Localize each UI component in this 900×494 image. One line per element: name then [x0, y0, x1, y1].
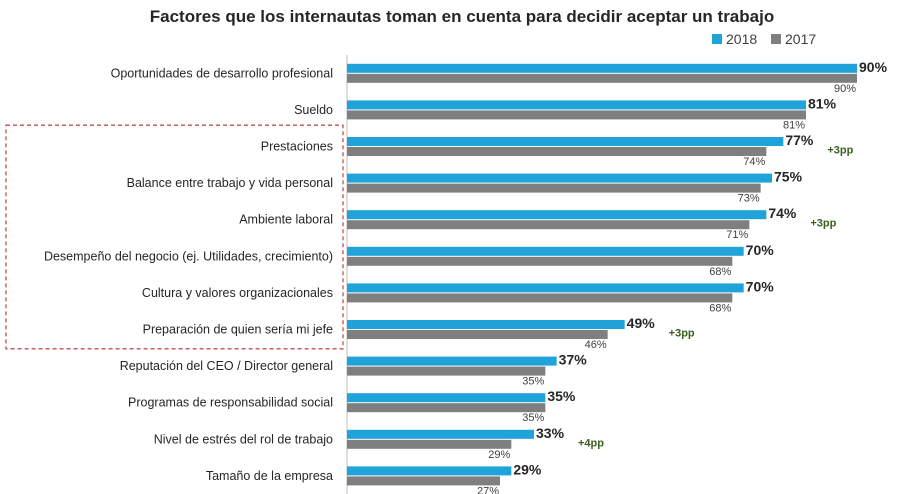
value-label-2018: 74%: [768, 205, 797, 221]
value-label-2017: 35%: [522, 412, 544, 424]
chart-marks: Oportunidades de desarrollo profesional 9…: [44, 59, 888, 494]
legend-swatch-2017: [771, 34, 781, 44]
value-label-2017: 68%: [709, 266, 731, 278]
chart-title: Factores que los internautas toman en cu…: [150, 7, 774, 26]
legend-label-2018: 2018: [726, 31, 757, 47]
value-label-2017: 74%: [743, 156, 765, 168]
value-label-2018: 81%: [808, 95, 837, 111]
value-label-2018: 33%: [536, 425, 565, 441]
value-label-2018: 70%: [746, 278, 775, 294]
category-label: Cultura y valores organizacionales: [142, 286, 333, 300]
bar-2018: [347, 137, 784, 146]
value-label-2017: 73%: [738, 193, 760, 205]
value-label-2017: 68%: [709, 302, 731, 314]
value-label-2018: 77%: [785, 132, 814, 148]
legend: 2018 2017: [712, 31, 816, 47]
delta-annotation: +3pp: [827, 145, 853, 157]
bar-2017: [347, 403, 546, 413]
bar-2017: [347, 330, 608, 339]
category-label: Reputación del CEO / Director general: [120, 359, 333, 373]
bar-2017: [347, 439, 512, 449]
delta-annotation: +3pp: [810, 218, 836, 230]
bar-2018: [347, 210, 767, 220]
legend-label-2017: 2017: [785, 31, 816, 47]
bar-2018: [347, 246, 744, 256]
value-label-2017: 27%: [477, 485, 499, 494]
bar-2017: [347, 256, 733, 266]
category-label: Balance entre trabajo y vida personal: [127, 176, 333, 190]
bar-2018: [347, 173, 772, 183]
bar-2017: [347, 293, 733, 303]
value-label-2017: 35%: [522, 376, 544, 388]
category-label: Oportunidades de desarrollo profesional: [111, 66, 333, 80]
value-label-2018: 75%: [774, 169, 803, 185]
value-label-2017: 90%: [834, 83, 856, 95]
delta-annotation: +3pp: [669, 328, 695, 340]
bar-2018: [347, 466, 512, 476]
category-label: Prestaciones: [261, 140, 333, 154]
bar-2017: [347, 183, 761, 193]
category-label: Preparación de quien sería mi jefe: [143, 323, 333, 337]
bar-2017: [347, 147, 767, 156]
bar-2017: [347, 366, 546, 376]
category-label: Desempeño del negocio (ej. Utilidades, c…: [44, 249, 333, 263]
bar-2017: [347, 220, 750, 230]
value-label-2018: 29%: [513, 461, 542, 477]
bar-2018: [347, 63, 857, 73]
delta-annotation: +4pp: [578, 437, 604, 449]
bar-2018: [347, 429, 534, 439]
bar-2017: [347, 476, 500, 486]
bar-2018: [347, 100, 806, 110]
category-label: Ambiente laboral: [239, 213, 333, 227]
bar-2018: [347, 283, 744, 293]
value-label-2017: 29%: [488, 449, 510, 461]
category-label: Sueldo: [294, 103, 333, 117]
bar-2017: [347, 73, 857, 83]
legend-swatch-2018: [712, 34, 722, 44]
highlight-box: [5, 124, 344, 350]
category-label: Tamaño de la empresa: [206, 469, 333, 483]
category-label: Programas de responsabilidad social: [128, 396, 333, 410]
bar-2018: [347, 393, 546, 403]
value-label-2018: 49%: [627, 315, 656, 331]
value-label-2017: 46%: [585, 339, 607, 351]
bar-2018: [347, 320, 625, 329]
value-label-2018: 70%: [746, 242, 775, 258]
value-label-2018: 90%: [859, 59, 888, 75]
bar-2017: [347, 110, 806, 120]
bar-2018: [347, 356, 557, 366]
category-label: Nivel de estrés del rol de trabajo: [154, 432, 333, 446]
value-label-2017: 81%: [783, 119, 805, 131]
value-label-2017: 71%: [726, 229, 748, 241]
value-label-2018: 37%: [559, 352, 588, 368]
value-label-2018: 35%: [547, 388, 576, 404]
